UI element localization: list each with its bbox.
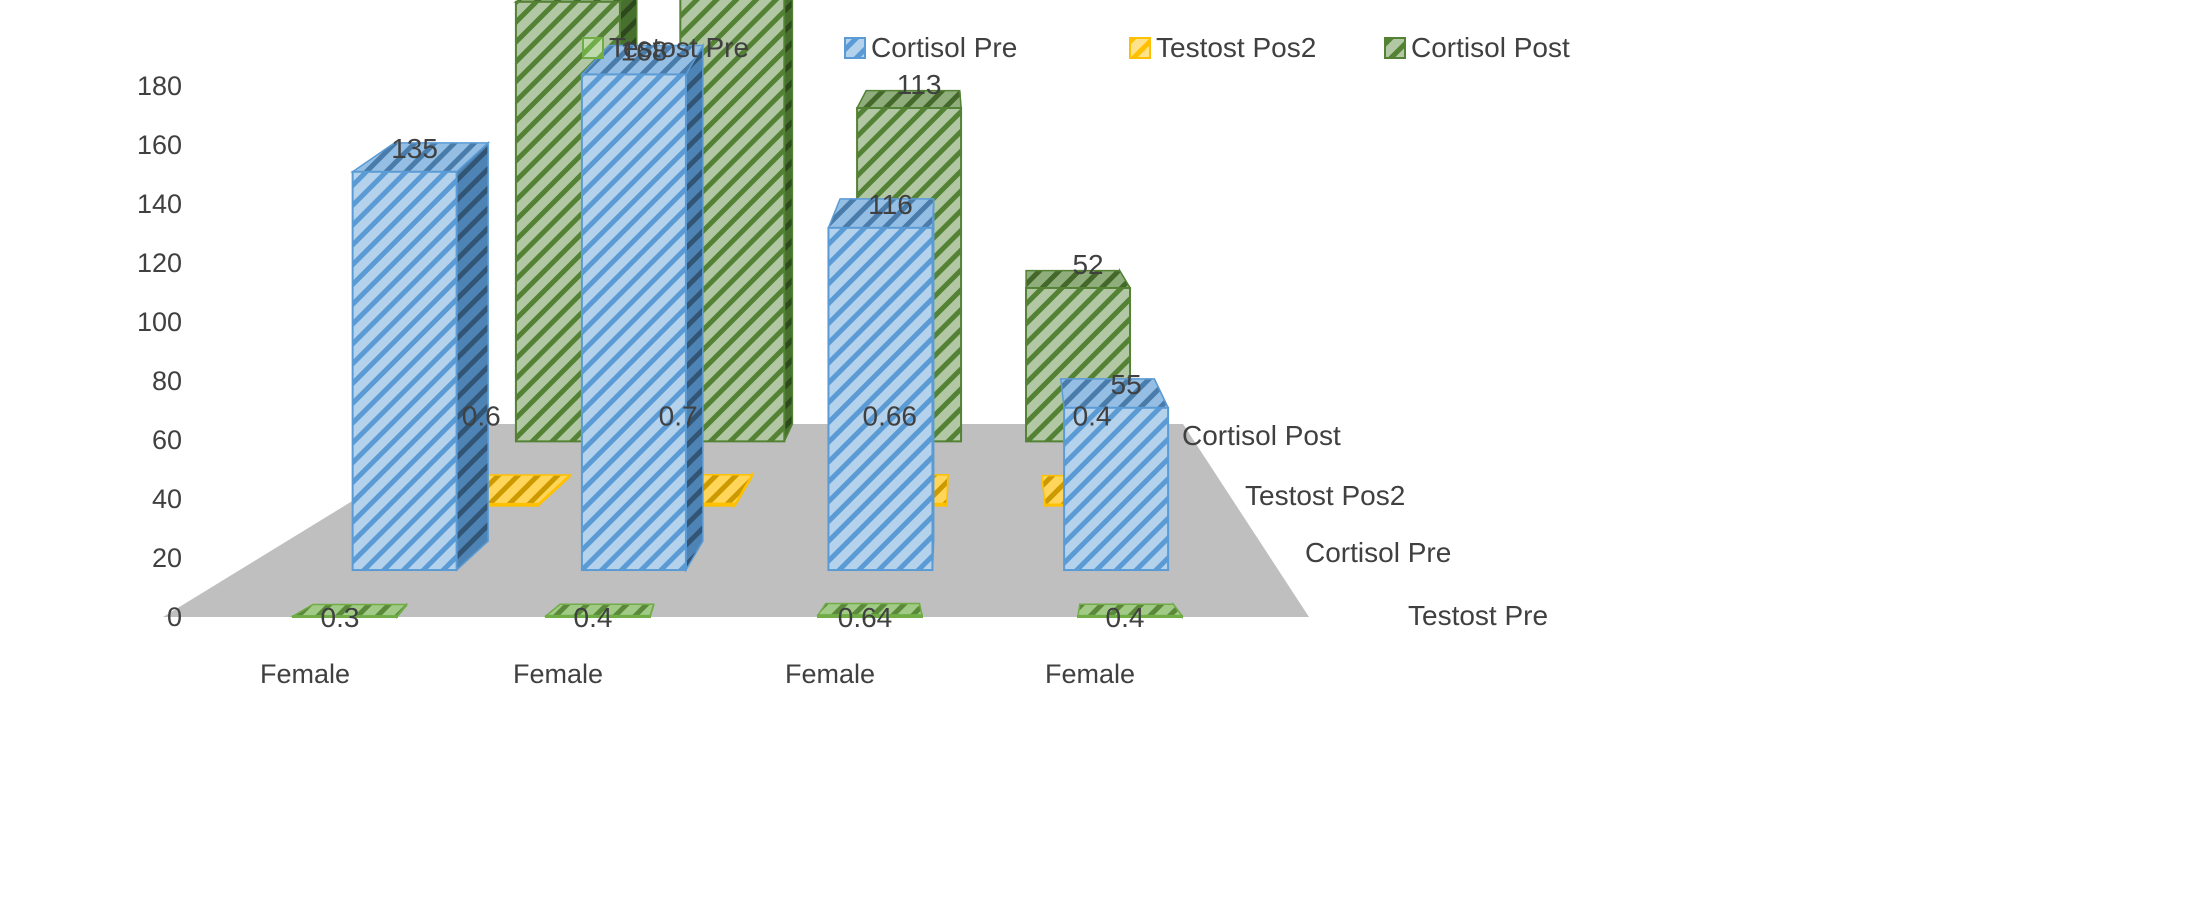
bar-front xyxy=(545,614,651,619)
bar-front xyxy=(827,226,934,572)
bar-side xyxy=(783,0,794,442)
data-label: 0.64 xyxy=(838,602,893,633)
y-tick-label: 120 xyxy=(137,248,182,278)
bar-front xyxy=(1077,614,1183,619)
legend-swatch xyxy=(582,37,604,59)
bar-side xyxy=(685,42,704,573)
bar-front xyxy=(292,615,398,618)
legend: Testost Pre Cortisol Pre Testost Pos2 Corti… xyxy=(582,32,1570,63)
bar-front xyxy=(1063,406,1170,572)
legend-item: Cortisol Post xyxy=(1384,32,1570,63)
depth-axis: Testost Pre Cortisol Pre Testost Pos2 Corti… xyxy=(1182,420,1548,631)
x-axis: Female Female Female Female xyxy=(260,659,1135,689)
bar-front xyxy=(351,170,458,572)
data-label: 0.4 xyxy=(1106,602,1145,633)
y-tick-label: 160 xyxy=(137,130,182,160)
data-label: 52 xyxy=(1072,249,1103,280)
data-label: 0.4 xyxy=(574,602,613,633)
y-tick-label: 60 xyxy=(152,425,182,455)
data-label: 0.4 xyxy=(1073,401,1112,432)
legend-label: Cortisol Pre xyxy=(871,32,1017,63)
y-tick-label: 80 xyxy=(152,366,182,396)
data-label: 0.3 xyxy=(321,602,360,633)
x-tick-label: Female xyxy=(1045,659,1135,689)
x-tick-label: Female xyxy=(785,659,875,689)
x-tick-label: Female xyxy=(260,659,350,689)
bar xyxy=(580,42,705,573)
legend-swatch xyxy=(1129,37,1151,59)
bar xyxy=(1059,378,1170,572)
depth-axis-label: Cortisol Post xyxy=(1182,420,1341,451)
legend-swatch xyxy=(844,37,866,59)
legend-item: Cortisol Pre xyxy=(844,32,1017,63)
data-label: 0.6 xyxy=(462,401,501,432)
data-label: 135 xyxy=(391,133,438,164)
legend-label: Testost Pos2 xyxy=(1156,32,1316,63)
y-tick-label: 40 xyxy=(152,484,182,514)
y-tick-label: 0 xyxy=(167,602,182,632)
depth-axis-label: Testost Pos2 xyxy=(1245,480,1405,511)
y-tick-label: 180 xyxy=(137,71,182,101)
bars-layer xyxy=(290,0,1184,620)
bar-front xyxy=(580,73,687,572)
legend-swatch xyxy=(1384,37,1406,59)
data-label: 0.7 xyxy=(659,401,698,432)
bar xyxy=(290,602,409,620)
x-tick-label: Female xyxy=(513,659,603,689)
depth-axis-label: Cortisol Pre xyxy=(1305,537,1451,568)
legend-label: Testost Pre xyxy=(609,32,749,63)
bar xyxy=(816,602,923,618)
data-label: 168 xyxy=(621,35,668,66)
bar xyxy=(543,603,655,619)
data-labels-layer: 149163113520.60.70.660.4135168116550.30.… xyxy=(321,35,1145,633)
y-tick-label: 100 xyxy=(137,307,182,337)
y-axis: 0 20 40 60 80 100 120 140 160 180 xyxy=(137,71,182,632)
bar-front xyxy=(817,614,923,618)
bar xyxy=(350,141,491,572)
legend-label: Cortisol Post xyxy=(1411,32,1570,63)
data-label: 0.66 xyxy=(863,401,918,432)
y-tick-label: 140 xyxy=(137,189,182,219)
depth-axis-label: Testost Pre xyxy=(1408,600,1548,631)
legend-item: Testost Pre xyxy=(582,32,749,63)
bar xyxy=(827,198,935,572)
data-label: 116 xyxy=(868,189,913,220)
y-tick-label: 20 xyxy=(152,543,182,573)
data-label: 55 xyxy=(1111,369,1142,400)
bar xyxy=(1077,601,1184,620)
bar-side xyxy=(455,141,489,572)
legend-item: Testost Pos2 xyxy=(1129,32,1316,63)
data-label: 113 xyxy=(897,69,942,100)
